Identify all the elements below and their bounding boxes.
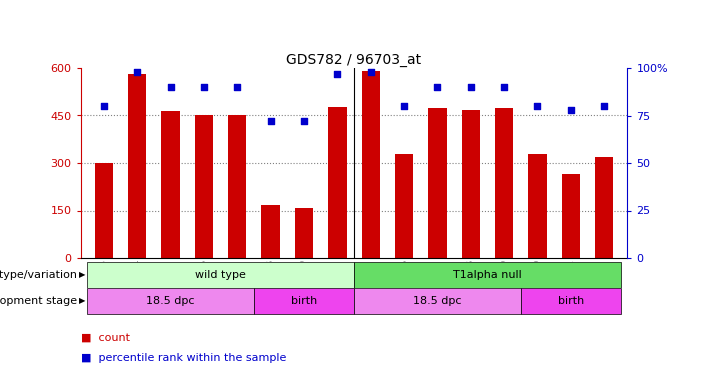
Bar — [88, 288, 254, 314]
Point — [565, 107, 576, 113]
Text: birth: birth — [291, 296, 317, 306]
Point — [132, 69, 143, 75]
Text: 18.5 dpc: 18.5 dpc — [147, 296, 195, 306]
Point — [465, 84, 476, 90]
Text: ▶: ▶ — [79, 270, 86, 279]
Point — [432, 84, 443, 90]
Text: ■  percentile rank within the sample: ■ percentile rank within the sample — [81, 353, 286, 363]
Text: T1alpha null: T1alpha null — [453, 270, 522, 280]
Bar — [354, 262, 620, 288]
Bar — [128, 74, 147, 258]
Bar — [161, 111, 179, 258]
Text: genotype/variation: genotype/variation — [0, 270, 77, 280]
Text: wild type: wild type — [195, 270, 246, 280]
Bar — [195, 114, 213, 258]
Bar — [228, 116, 247, 258]
Point — [532, 103, 543, 109]
Text: birth: birth — [557, 296, 584, 306]
Point — [365, 69, 376, 75]
Point — [398, 103, 409, 109]
Bar — [95, 163, 113, 258]
Bar — [254, 288, 354, 314]
Bar — [261, 205, 280, 258]
Point — [299, 118, 310, 124]
Bar — [495, 108, 513, 258]
Text: ▶: ▶ — [79, 296, 86, 305]
Point — [232, 84, 243, 90]
Text: 18.5 dpc: 18.5 dpc — [413, 296, 461, 306]
Bar — [529, 153, 547, 258]
Point — [332, 71, 343, 77]
Bar — [354, 288, 521, 314]
Point — [98, 103, 109, 109]
Title: GDS782 / 96703_at: GDS782 / 96703_at — [287, 53, 421, 67]
Bar — [295, 208, 313, 258]
Bar — [428, 108, 447, 258]
Bar — [328, 106, 346, 258]
Bar — [521, 288, 620, 314]
Text: ■  count: ■ count — [81, 333, 130, 342]
Bar — [395, 153, 413, 258]
Text: development stage: development stage — [0, 296, 77, 306]
Bar — [595, 157, 613, 258]
Bar — [88, 262, 354, 288]
Bar — [562, 174, 580, 258]
Point — [198, 84, 210, 90]
Point — [498, 84, 510, 90]
Bar — [362, 70, 380, 258]
Point — [265, 118, 276, 124]
Bar — [461, 110, 480, 258]
Point — [599, 103, 610, 109]
Point — [165, 84, 176, 90]
